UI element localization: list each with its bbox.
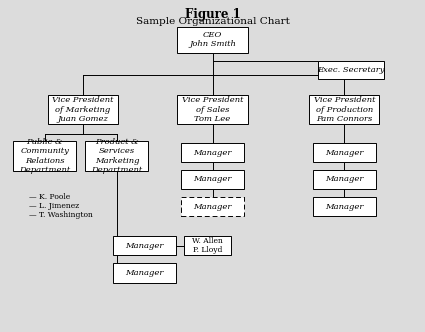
- Text: — K. Poole: — K. Poole: [29, 193, 70, 201]
- Text: Vice President
of Sales
Tom Lee: Vice President of Sales Tom Lee: [182, 96, 243, 123]
- Text: Product &
Services
Marketing
Department: Product & Services Marketing Department: [91, 138, 142, 174]
- Text: Sample Organizational Chart: Sample Organizational Chart: [136, 17, 289, 26]
- Text: Manager: Manager: [325, 175, 363, 183]
- FancyBboxPatch shape: [313, 143, 376, 162]
- Text: Exec. Secretary: Exec. Secretary: [317, 66, 384, 74]
- FancyBboxPatch shape: [178, 27, 247, 53]
- Text: — L. Jimenez: — L. Jimenez: [29, 202, 79, 210]
- Text: Manager: Manager: [193, 203, 232, 210]
- FancyBboxPatch shape: [317, 60, 383, 79]
- Text: W. Allen
P. Lloyd: W. Allen P. Lloyd: [192, 237, 223, 254]
- FancyBboxPatch shape: [181, 143, 244, 162]
- FancyBboxPatch shape: [184, 236, 231, 255]
- FancyBboxPatch shape: [113, 236, 176, 255]
- FancyBboxPatch shape: [181, 197, 244, 216]
- Text: Manager: Manager: [125, 269, 164, 277]
- FancyBboxPatch shape: [309, 95, 380, 124]
- Text: — T. Washington: — T. Washington: [29, 211, 93, 219]
- Text: CEO
John Smith: CEO John Smith: [189, 31, 236, 48]
- Text: Vice President
of Marketing
Juan Gomez: Vice President of Marketing Juan Gomez: [52, 96, 113, 123]
- FancyBboxPatch shape: [85, 141, 148, 171]
- FancyBboxPatch shape: [313, 197, 376, 216]
- Text: Manager: Manager: [325, 149, 363, 157]
- FancyBboxPatch shape: [13, 141, 76, 171]
- Text: Figure 1: Figure 1: [184, 8, 241, 21]
- Text: Manager: Manager: [193, 149, 232, 157]
- FancyBboxPatch shape: [48, 95, 118, 124]
- Text: Manager: Manager: [325, 203, 363, 210]
- Text: Public &
Community
Relations
Department: Public & Community Relations Department: [19, 138, 70, 174]
- FancyBboxPatch shape: [313, 170, 376, 189]
- FancyBboxPatch shape: [178, 95, 247, 124]
- Text: Manager: Manager: [125, 242, 164, 250]
- FancyBboxPatch shape: [181, 170, 244, 189]
- Text: Vice President
of Production
Pam Connors: Vice President of Production Pam Connors: [314, 96, 375, 123]
- Text: Manager: Manager: [193, 175, 232, 183]
- FancyBboxPatch shape: [113, 263, 176, 283]
